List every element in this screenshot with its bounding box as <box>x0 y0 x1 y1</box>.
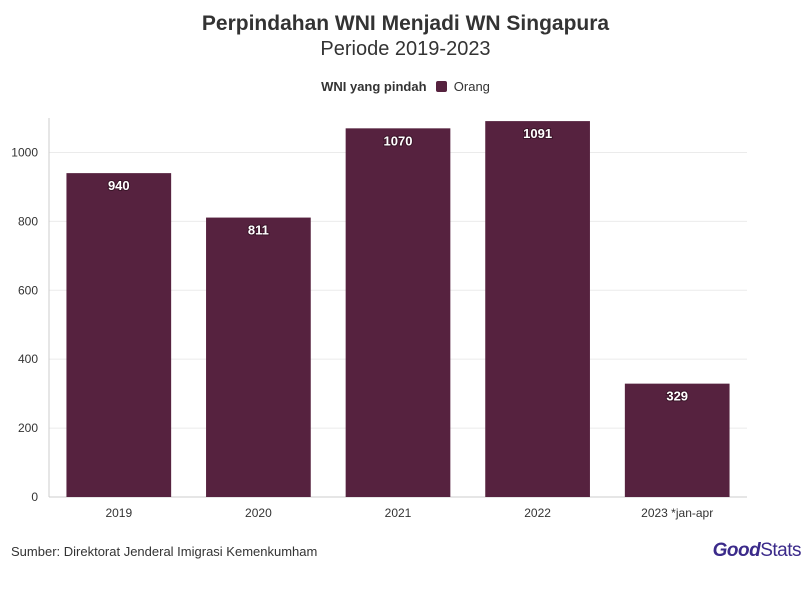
data-label: 940 <box>108 178 130 193</box>
y-tick-label: 600 <box>18 283 38 297</box>
bar <box>206 217 311 497</box>
y-tick-label: 400 <box>18 352 38 366</box>
x-tick-label: 2020 <box>245 506 272 520</box>
y-tick-label: 0 <box>31 490 38 504</box>
bar <box>66 173 172 498</box>
legend: WNI yang pindah Orang <box>0 79 811 94</box>
source-note: Sumber: Direktorat Jenderal Imigrasi Kem… <box>11 544 318 559</box>
legend-title: WNI yang pindah <box>321 79 427 94</box>
y-tick-label: 800 <box>18 214 38 228</box>
x-tick-label: 2022 <box>524 506 551 520</box>
y-tick-label: 1000 <box>11 145 38 159</box>
y-tick-label: 200 <box>18 421 38 435</box>
goodstats-logo: GoodStats <box>712 540 802 562</box>
x-tick-label: 2019 <box>105 506 132 520</box>
logo-good: Good <box>712 540 761 561</box>
data-label: 329 <box>666 389 688 404</box>
data-label: 1091 <box>523 126 552 141</box>
bar <box>485 121 590 498</box>
x-tick-label: 2023 *jan-apr <box>641 506 713 520</box>
legend-entry-orang: Orang <box>453 79 490 94</box>
data-label: 1070 <box>384 133 413 148</box>
x-tick-label: 2021 <box>385 506 412 520</box>
legend-swatch <box>436 81 448 92</box>
bar <box>345 128 451 497</box>
logo-stats: Stats <box>760 540 801 561</box>
data-label: 811 <box>248 223 269 238</box>
chart-subtitle: Periode 2019-2023 <box>320 38 491 60</box>
chart-title: Perpindahan WNI Menjadi WN Singapura <box>201 12 610 35</box>
bar <box>624 383 730 497</box>
